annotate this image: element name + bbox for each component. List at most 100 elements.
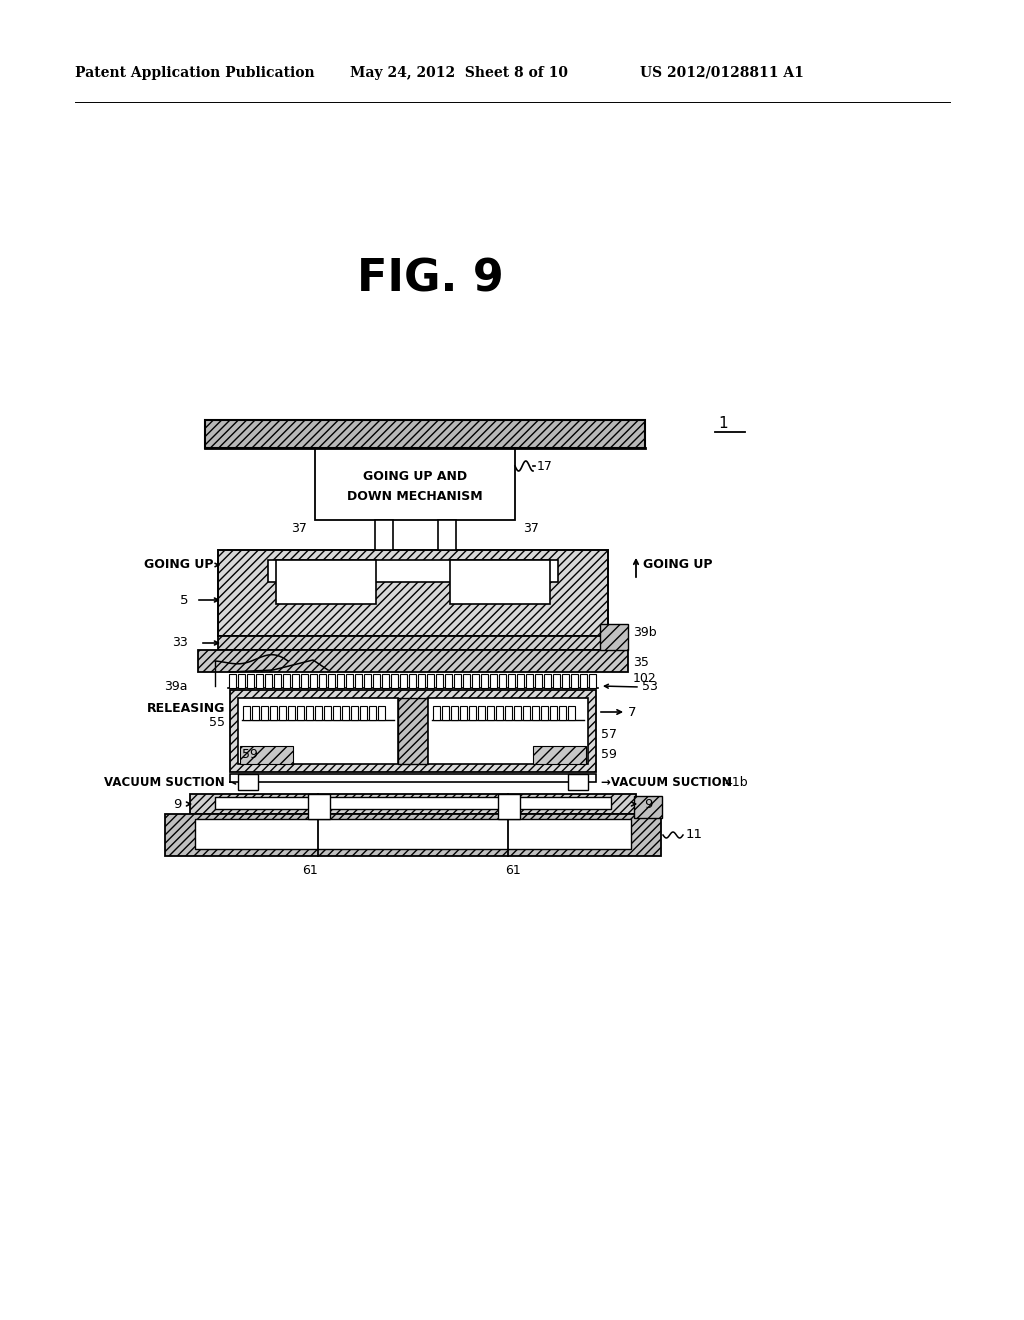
Bar bbox=[505, 706, 512, 719]
Bar bbox=[535, 675, 542, 688]
Bar bbox=[514, 706, 521, 719]
Bar bbox=[571, 675, 578, 688]
Text: →VACUUM SUCTION: →VACUUM SUCTION bbox=[601, 776, 731, 788]
Bar bbox=[215, 797, 611, 809]
Text: 39b: 39b bbox=[633, 626, 656, 639]
Text: VACUUM SUCTION: VACUUM SUCTION bbox=[104, 776, 225, 788]
Bar bbox=[310, 675, 317, 688]
Bar bbox=[508, 675, 515, 688]
Bar bbox=[324, 706, 331, 719]
Bar bbox=[544, 675, 551, 688]
Bar bbox=[481, 675, 488, 688]
Bar bbox=[315, 706, 322, 719]
Bar bbox=[526, 675, 534, 688]
Bar bbox=[274, 675, 281, 688]
Text: US 2012/0128811 A1: US 2012/0128811 A1 bbox=[640, 66, 804, 81]
Bar bbox=[562, 675, 569, 688]
Bar bbox=[450, 560, 550, 605]
Bar bbox=[472, 675, 479, 688]
Bar bbox=[438, 520, 456, 550]
Text: 5: 5 bbox=[179, 594, 188, 606]
Bar bbox=[238, 774, 258, 789]
Bar bbox=[165, 814, 662, 855]
Bar bbox=[398, 698, 428, 764]
Text: GOING UP AND: GOING UP AND bbox=[362, 470, 467, 483]
Bar bbox=[342, 706, 349, 719]
Bar bbox=[378, 706, 385, 719]
Bar bbox=[589, 675, 596, 688]
Text: 33: 33 bbox=[172, 636, 188, 649]
Bar bbox=[195, 818, 631, 849]
Bar bbox=[487, 706, 494, 719]
Bar bbox=[230, 690, 596, 772]
Bar bbox=[247, 675, 254, 688]
Bar bbox=[288, 706, 295, 719]
Bar bbox=[550, 706, 557, 719]
Bar bbox=[279, 706, 286, 719]
Bar bbox=[436, 675, 443, 688]
Bar bbox=[319, 675, 326, 688]
Bar bbox=[333, 706, 340, 719]
Bar bbox=[229, 675, 236, 688]
Text: 35: 35 bbox=[633, 656, 649, 668]
Text: 59: 59 bbox=[242, 747, 258, 760]
Text: 7: 7 bbox=[628, 705, 637, 718]
Bar bbox=[351, 706, 358, 719]
Bar bbox=[218, 550, 608, 636]
Bar bbox=[261, 706, 268, 719]
Text: 17: 17 bbox=[537, 459, 553, 473]
Bar bbox=[256, 675, 263, 688]
Bar bbox=[460, 706, 467, 719]
Bar bbox=[283, 675, 290, 688]
Bar bbox=[427, 675, 434, 688]
Bar bbox=[391, 675, 398, 688]
Text: 59: 59 bbox=[601, 747, 616, 760]
Text: 53: 53 bbox=[642, 681, 657, 693]
Bar bbox=[469, 706, 476, 719]
Bar bbox=[270, 706, 278, 719]
Bar bbox=[218, 636, 608, 649]
Bar bbox=[541, 706, 548, 719]
Bar bbox=[428, 698, 588, 764]
Bar bbox=[445, 675, 452, 688]
Bar bbox=[634, 796, 662, 818]
Bar bbox=[328, 675, 335, 688]
Bar bbox=[276, 560, 376, 605]
Text: 57: 57 bbox=[601, 729, 617, 742]
Text: RELEASING: RELEASING bbox=[146, 701, 225, 714]
Bar bbox=[265, 675, 272, 688]
Bar bbox=[238, 698, 398, 764]
Bar bbox=[308, 795, 330, 818]
Bar bbox=[346, 675, 353, 688]
Bar bbox=[568, 706, 575, 719]
Bar bbox=[478, 706, 485, 719]
Text: 61: 61 bbox=[505, 865, 521, 876]
Bar bbox=[198, 649, 628, 672]
Bar bbox=[451, 706, 458, 719]
Bar bbox=[498, 795, 520, 818]
Text: 9: 9 bbox=[174, 797, 182, 810]
Bar bbox=[297, 706, 304, 719]
Bar bbox=[454, 675, 461, 688]
Bar bbox=[580, 675, 587, 688]
Bar bbox=[553, 675, 560, 688]
Text: 11: 11 bbox=[686, 829, 703, 842]
Bar bbox=[532, 706, 539, 719]
Bar bbox=[523, 706, 530, 719]
Bar bbox=[268, 560, 558, 582]
Text: DOWN MECHANISM: DOWN MECHANISM bbox=[347, 490, 482, 503]
Bar bbox=[600, 624, 628, 649]
Bar bbox=[568, 774, 588, 789]
Text: 37: 37 bbox=[291, 521, 307, 535]
Bar bbox=[364, 675, 371, 688]
Bar bbox=[409, 675, 416, 688]
Text: May 24, 2012  Sheet 8 of 10: May 24, 2012 Sheet 8 of 10 bbox=[350, 66, 568, 81]
Bar bbox=[433, 706, 440, 719]
Bar bbox=[360, 706, 367, 719]
Bar bbox=[534, 746, 586, 764]
Text: GOING UP: GOING UP bbox=[143, 558, 213, 572]
Text: 39a: 39a bbox=[165, 680, 188, 693]
Text: GOING UP: GOING UP bbox=[643, 558, 713, 572]
Bar bbox=[240, 746, 293, 764]
Text: 102: 102 bbox=[633, 672, 656, 685]
